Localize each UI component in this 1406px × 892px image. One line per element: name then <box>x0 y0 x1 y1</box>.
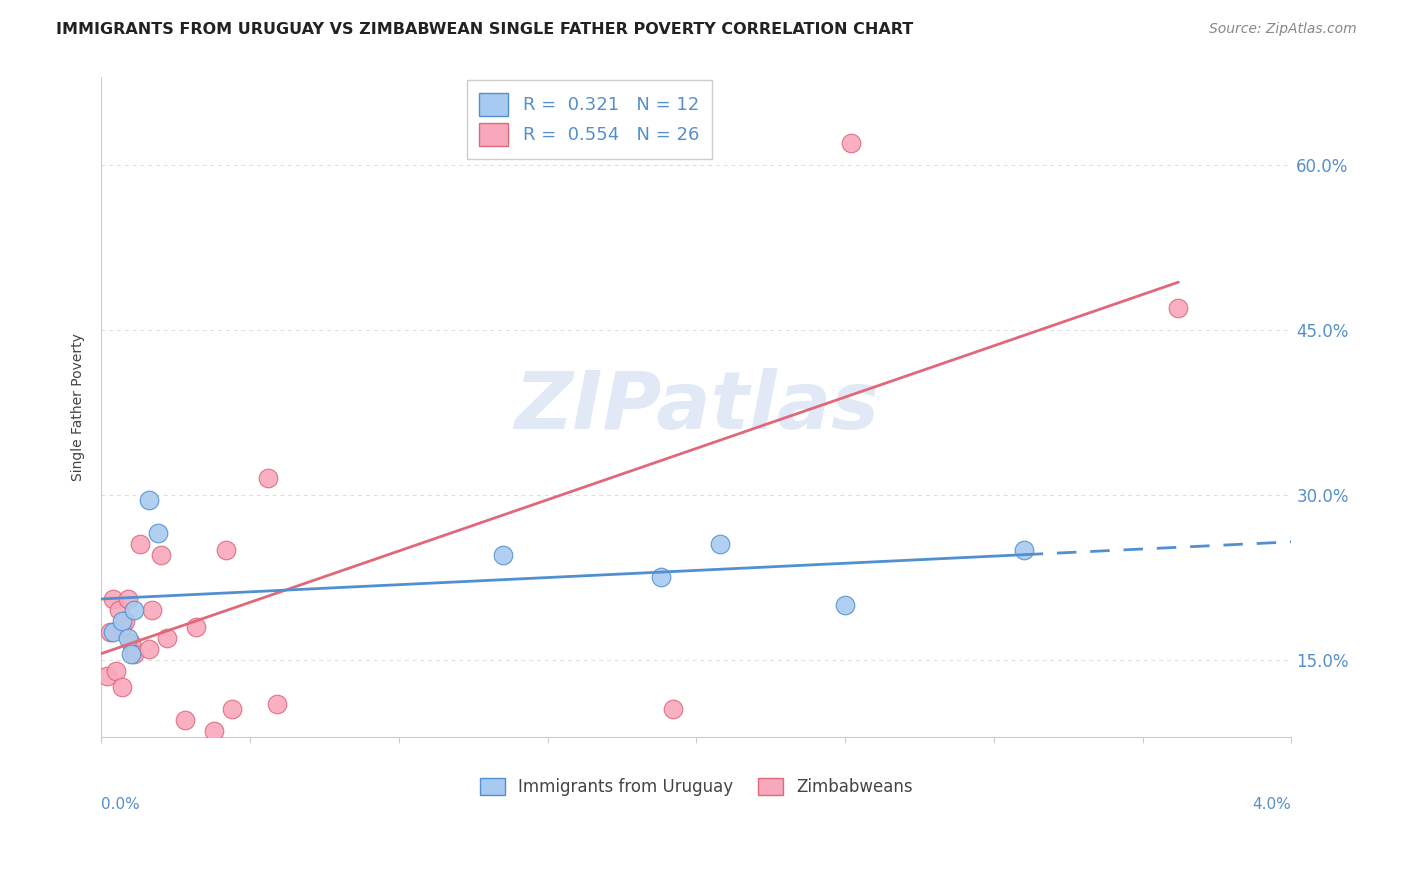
Point <box>122 647 145 661</box>
Point <box>146 526 169 541</box>
Legend: Immigrants from Uruguay, Zimbabweans: Immigrants from Uruguay, Zimbabweans <box>471 769 921 804</box>
Point <box>173 713 195 727</box>
Point <box>108 603 131 617</box>
Point <box>117 631 139 645</box>
Point <box>96 669 118 683</box>
Point <box>215 542 238 557</box>
Point <box>138 641 160 656</box>
Point <box>101 625 124 640</box>
Text: Source: ZipAtlas.com: Source: ZipAtlas.com <box>1209 22 1357 37</box>
Point <box>111 614 134 628</box>
Point <box>98 625 121 640</box>
Text: ZIPatlas: ZIPatlas <box>513 368 879 446</box>
Point <box>650 570 672 584</box>
Point <box>114 614 136 628</box>
Point <box>709 537 731 551</box>
Point <box>266 697 288 711</box>
Point <box>128 537 150 551</box>
Text: 4.0%: 4.0% <box>1253 797 1292 812</box>
Point <box>101 592 124 607</box>
Point <box>834 598 856 612</box>
Point <box>138 493 160 508</box>
Point <box>839 136 862 151</box>
Point <box>141 603 163 617</box>
Point <box>156 631 179 645</box>
Point <box>202 724 225 739</box>
Y-axis label: Single Father Poverty: Single Father Poverty <box>72 333 86 481</box>
Point <box>149 549 172 563</box>
Point <box>492 549 515 563</box>
Point <box>111 680 134 694</box>
Point <box>117 592 139 607</box>
Point <box>221 702 243 716</box>
Point <box>120 647 142 661</box>
Text: 0.0%: 0.0% <box>101 797 141 812</box>
Point <box>122 603 145 617</box>
Point <box>257 471 280 485</box>
Point <box>1012 542 1035 557</box>
Text: IMMIGRANTS FROM URUGUAY VS ZIMBABWEAN SINGLE FATHER POVERTY CORRELATION CHART: IMMIGRANTS FROM URUGUAY VS ZIMBABWEAN SI… <box>56 22 914 37</box>
Point <box>186 620 208 634</box>
Point <box>120 636 142 650</box>
Point <box>1167 301 1189 315</box>
Point <box>661 702 683 716</box>
Point <box>111 620 134 634</box>
Point <box>105 664 128 678</box>
